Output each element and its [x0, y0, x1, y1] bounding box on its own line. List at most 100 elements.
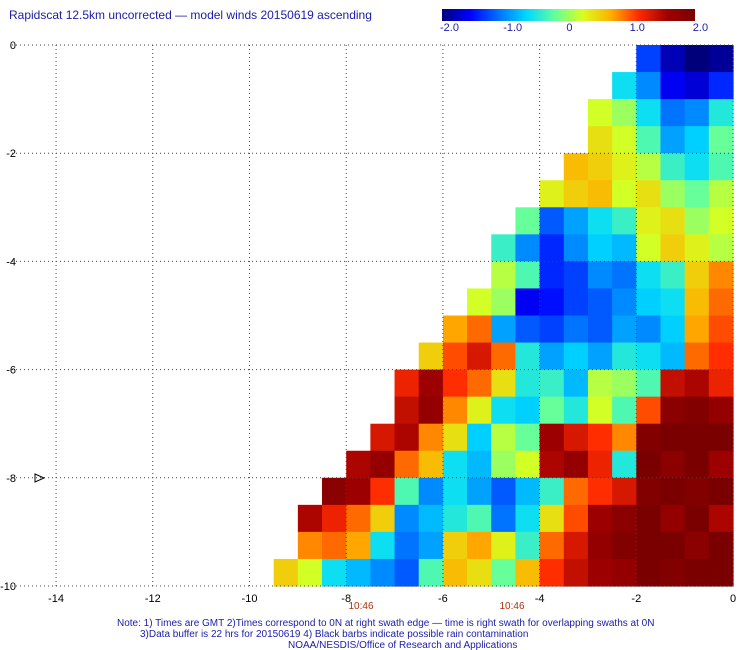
heatmap-cell — [370, 504, 396, 533]
heatmap-cell — [539, 288, 565, 317]
heatmap-cell — [684, 369, 710, 398]
heatmap-cell — [297, 531, 323, 560]
time-labels: 10:46 10:46 — [348, 601, 524, 612]
heatmap-cell — [612, 531, 637, 560]
plot-title: Rapidscat 12.5km uncorrected — model win… — [9, 8, 372, 22]
heatmap-cell — [660, 207, 686, 235]
heatmap-cell — [491, 504, 517, 533]
heatmap-cell — [418, 558, 444, 587]
colorbar-tick-label: 0 — [566, 22, 572, 34]
heatmap-cell — [660, 261, 686, 290]
heatmap-cell — [418, 423, 444, 452]
heatmap-cell — [660, 153, 686, 181]
heatmap-cell — [684, 261, 710, 290]
heatmap-cell — [491, 234, 517, 262]
x-axis-tick-labels: -14 -12 -10 -8 -6 -4 -2 0 — [48, 593, 736, 605]
colorbar — [442, 9, 695, 21]
y-tick-label: 0 — [10, 40, 16, 52]
heatmap-cell — [515, 477, 541, 506]
heatmap-cell — [660, 477, 686, 506]
colorbar-tick-label: 1.0 — [630, 22, 645, 34]
heatmap-cell — [346, 558, 371, 587]
note-line-3: NOAA/NESDIS/Office of Research and Appli… — [288, 640, 517, 650]
heatmap-cell — [563, 369, 589, 398]
heatmap-cells — [273, 45, 734, 587]
heatmap-cell — [394, 477, 420, 506]
heatmap-cell — [563, 450, 589, 479]
heatmap-cell — [394, 369, 420, 398]
heatmap-cell — [442, 315, 468, 344]
heatmap-cell — [563, 558, 589, 587]
heatmap-cell — [418, 477, 444, 506]
heatmap-cell — [636, 234, 662, 262]
heatmap-cell — [612, 558, 637, 587]
colorbar-tick-label: -1.0 — [503, 22, 522, 34]
heatmap-cell — [539, 423, 565, 452]
heatmap-cell — [684, 288, 710, 317]
heatmap-cell — [684, 45, 710, 73]
heatmap-cell — [394, 423, 420, 452]
heatmap-cell — [587, 342, 613, 371]
heatmap-cell — [612, 180, 637, 208]
heatmap-cell — [322, 504, 347, 533]
heatmap-cell — [491, 531, 517, 560]
heatmap-cell — [418, 342, 444, 371]
heatmap-cell — [563, 261, 589, 290]
heatmap-cell — [563, 477, 589, 506]
heatmap-cell — [708, 315, 734, 344]
heatmap-cell — [515, 450, 541, 479]
heatmap-cell — [297, 504, 323, 533]
heatmap-cell — [442, 423, 468, 452]
heatmap-cell — [612, 72, 637, 100]
heatmap-cell — [684, 234, 710, 262]
heatmap-cell — [467, 423, 492, 452]
heatmap-cell — [684, 126, 710, 154]
y-tick-label: -4 — [6, 256, 16, 268]
wind-barb-marker — [34, 473, 46, 483]
heatmap-cell — [467, 477, 492, 506]
heatmap-cell — [563, 423, 589, 452]
heatmap-cell — [636, 531, 662, 560]
heatmap-cell — [491, 450, 517, 479]
heatmap-cell — [370, 450, 396, 479]
heatmap-cell — [587, 396, 613, 425]
heatmap-cell — [515, 558, 541, 587]
heatmap-cell — [708, 180, 734, 208]
heatmap-cell — [612, 153, 637, 181]
heatmap-cell — [612, 396, 637, 425]
heatmap-cell — [539, 450, 565, 479]
heatmap-cell — [708, 126, 734, 154]
heatmap-cell — [684, 477, 710, 506]
heatmap-cell — [708, 531, 734, 560]
heatmap-cell — [660, 504, 686, 533]
heatmap-cell — [660, 450, 686, 479]
heatmap-cell — [587, 234, 613, 262]
x-tick-label: -2 — [631, 593, 641, 605]
heatmap-cell — [587, 315, 613, 344]
heatmap-cell — [346, 450, 371, 479]
heatmap-cell — [563, 504, 589, 533]
heatmap-cell — [684, 207, 710, 235]
heatmap-cell — [539, 477, 565, 506]
heatmap-cell — [563, 153, 589, 181]
heatmap-cell — [442, 450, 468, 479]
heatmap-cell — [539, 369, 565, 398]
heatmap-cell — [684, 99, 710, 127]
heatmap-cell — [563, 207, 589, 235]
heatmap-cell — [539, 234, 565, 262]
heatmap-cell — [660, 99, 686, 127]
heatmap-cell — [322, 531, 347, 560]
heatmap-cell — [708, 396, 734, 425]
heatmap-cell — [491, 423, 517, 452]
heatmap-cell — [539, 315, 565, 344]
heatmap-cell — [708, 477, 734, 506]
heatmap-cell — [515, 261, 541, 290]
heatmap-cell — [346, 531, 371, 560]
heatmap-cell — [370, 558, 396, 587]
heatmap-cell — [587, 207, 613, 235]
heatmap-cell — [587, 261, 613, 290]
heatmap-cell — [660, 369, 686, 398]
heatmap-cell — [442, 342, 468, 371]
heatmap-cell — [563, 315, 589, 344]
heatmap-cell — [612, 450, 637, 479]
